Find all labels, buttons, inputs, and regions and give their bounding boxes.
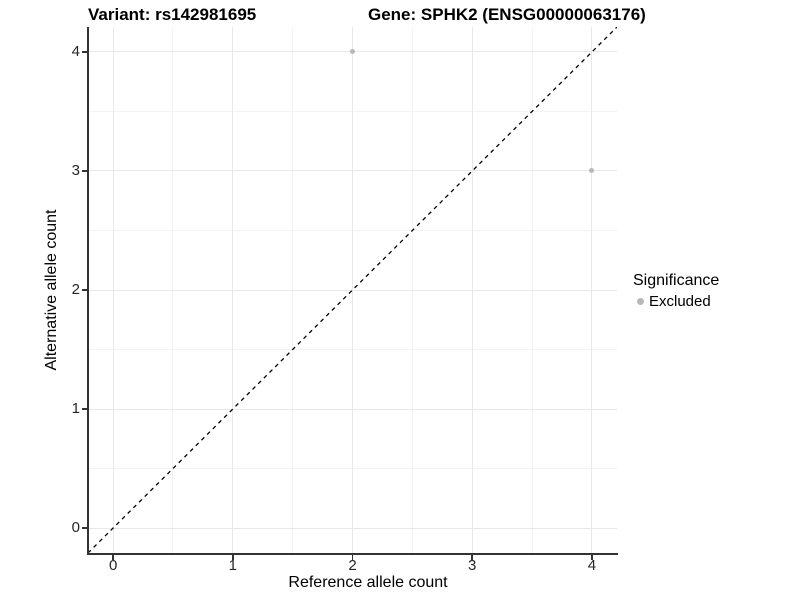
y-tick-mark <box>82 527 87 529</box>
y-tick-mark <box>82 289 87 291</box>
grid-major-horizontal <box>88 408 617 410</box>
y-axis-line <box>86 27 89 555</box>
grid-major-horizontal <box>88 527 617 529</box>
y-tick-mark <box>82 170 87 172</box>
legend-entries: Excluded <box>633 291 719 311</box>
grid-major-horizontal <box>88 170 617 172</box>
y-tick-label: 1 <box>71 400 80 417</box>
data-point <box>350 49 355 55</box>
x-tick-label: 1 <box>228 557 237 574</box>
x-tick-mark <box>232 554 234 560</box>
x-tick-label: 0 <box>108 557 118 574</box>
legend-key-dot <box>637 297 644 305</box>
legend-entry: Excluded <box>633 291 719 311</box>
plot-title-variant: Variant: rs142981695 <box>88 5 257 24</box>
x-tick-label: 2 <box>348 557 357 574</box>
x-tick-mark <box>591 554 593 560</box>
x-tick-label: 4 <box>587 557 597 574</box>
y-tick-mark <box>82 51 87 53</box>
x-axis-line <box>86 552 618 555</box>
x-axis-label: Reference allele count <box>288 574 448 591</box>
x-tick-label: 3 <box>468 557 477 574</box>
x-tick-mark <box>471 554 473 560</box>
identity-line <box>88 27 617 553</box>
y-axis-label: Alternative allele count <box>43 209 60 371</box>
plot-title-gene: Gene: SPHK2 (ENSG00000063176) <box>368 5 646 24</box>
y-tick-label: 3 <box>71 161 80 179</box>
y-tick-label: 0 <box>71 519 80 536</box>
legend-entry-label: Excluded <box>649 292 711 310</box>
y-tick-mark <box>82 408 87 410</box>
data-point <box>589 168 595 174</box>
grid-major-horizontal <box>88 289 617 291</box>
x-tick-mark <box>112 554 114 560</box>
x-tick-mark <box>351 554 354 560</box>
identity-line-layer <box>88 27 617 553</box>
legend-title: Significance <box>633 272 720 289</box>
legend: Significance Excluded <box>633 271 719 311</box>
plot-panel <box>88 27 617 553</box>
y-tick-label: 2 <box>71 281 80 298</box>
y-tick-label: 4 <box>71 42 80 60</box>
